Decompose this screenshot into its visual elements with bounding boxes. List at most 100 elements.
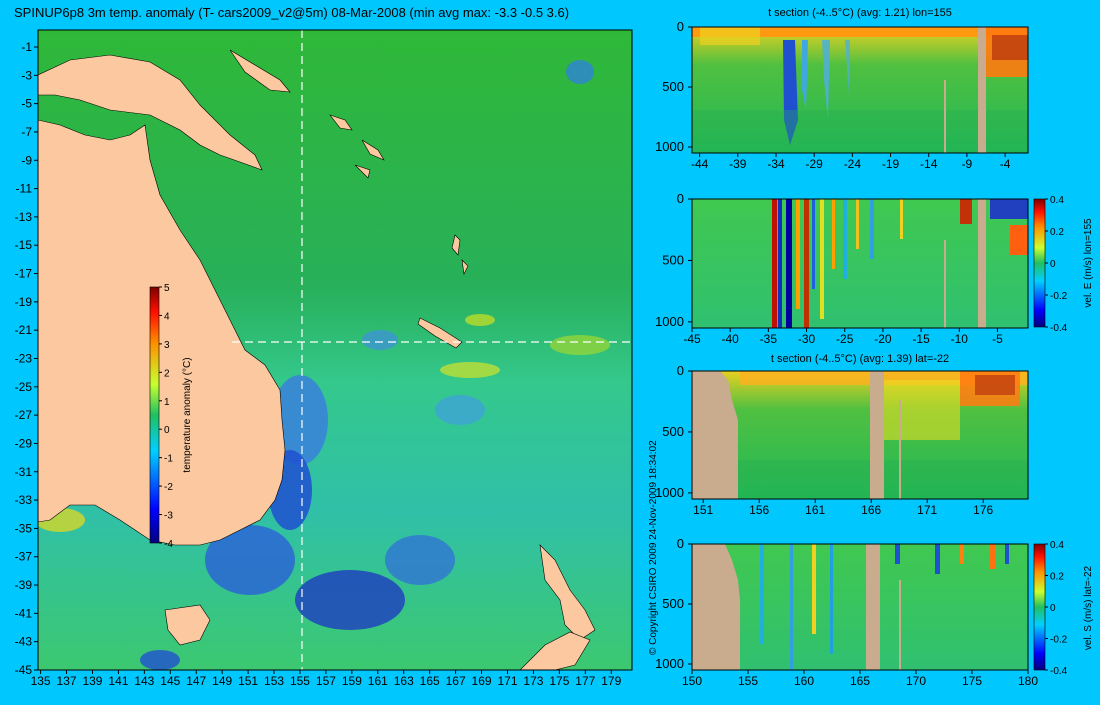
section3-panel (692, 371, 1028, 499)
section3-y-tick-label: 1000 (655, 485, 684, 500)
map-x-tick-label: 143 (134, 674, 154, 688)
map-y-tick-label: -9 (21, 153, 32, 167)
map-y-tick-label: -43 (15, 635, 33, 649)
map-colorbar-tick-label: 0 (164, 425, 170, 436)
map-x-tick-label: 149 (212, 674, 232, 688)
section1-frame (691, 26, 1029, 154)
map-y-tick-label: -33 (15, 493, 33, 507)
tasmania (164, 604, 211, 646)
section2-colorbar-ticks: 0.4 0.2 0 -0.2 -0.4 (1045, 195, 1068, 334)
map-y-tick-label: -1 (21, 40, 32, 54)
section3-y-tick-label: 0 (677, 363, 684, 378)
section2-colorbar-tick-label: 0.2 (1050, 227, 1064, 238)
section3-x-tick-label: 166 (861, 503, 881, 517)
map-y-tick-label: -13 (15, 210, 33, 224)
map-y-tick-label: -29 (15, 436, 33, 450)
section3-title: t section (-4..5°C) (avg: 1.39) lat=-22 (771, 353, 949, 365)
map-colorbar-tick-label: -3 (164, 511, 173, 522)
map-x-tick-label: 179 (601, 674, 621, 688)
section4-colorbar-tick-label: -0.4 (1050, 666, 1068, 677)
new-guinea (38, 54, 263, 171)
section4-y-tick-label: 0 (677, 536, 684, 551)
map-colorbar (149, 286, 160, 544)
map-frame (37, 29, 633, 671)
map-y-tick-label: -3 (21, 68, 32, 82)
section3-x-tick-label: 151 (693, 503, 713, 517)
map-x-tick-label: 163 (394, 674, 414, 688)
map-colorbar-tick-label: -1 (164, 454, 173, 465)
section2-x-tick-label: -15 (912, 332, 930, 346)
map-colorbar-tick-label: 2 (164, 368, 170, 379)
section4-x-tick-label: 170 (906, 674, 926, 688)
section1-x-tick-label: -34 (767, 157, 785, 171)
map-y-tick-label: -39 (15, 578, 33, 592)
map-y-tick-label: -17 (15, 267, 33, 281)
map-y-tick-label: -11 (16, 182, 33, 196)
copyright-stamp: © Copyright CSIRO 2009 24-Nov-2009 18:34… (648, 440, 659, 655)
section1-y-tick-label: 0 (677, 19, 684, 34)
section4-colorbar (1033, 543, 1046, 671)
section4-x-tick-label: 150 (682, 674, 702, 688)
map-y-tick-label: -19 (15, 295, 33, 309)
section2-y-tick-label: 0 (677, 191, 684, 206)
section4-y-tick-label: 1000 (655, 656, 684, 671)
map-x-tick-label: 167 (446, 674, 466, 688)
section2-x-tick-label: -35 (760, 332, 778, 346)
section2-x-tick-label: -10 (951, 332, 969, 346)
map-x-axis: 135 137 139 141 143 145 147 149 151 153 155 157 159 1… (31, 670, 622, 688)
section1-x-tick-label: -24 (844, 157, 862, 171)
section1-panel (692, 27, 1028, 153)
section4-x-tick-label: 160 (794, 674, 814, 688)
map-y-tick-label: -45 (15, 663, 33, 677)
map-x-tick-label: 155 (290, 674, 310, 688)
section1-x-axis: -44 -39 -34 -29 -24 -19 -14 -9 -4 (691, 153, 1011, 171)
map-x-tick-label: 153 (264, 674, 284, 688)
section2-colorbar-tick-label: 0 (1050, 259, 1056, 270)
map-colorbar-tick-label: 3 (164, 340, 170, 351)
section4-x-tick-label: 180 (1018, 674, 1038, 688)
section1-x-tick-label: -44 (691, 157, 709, 171)
map-colorbar-tick-label: 1 (164, 397, 170, 408)
map-colorbar-tick-label: 5 (164, 283, 170, 294)
section4-x-tick-label: 165 (850, 674, 870, 688)
section1-x-tick-label: -9 (962, 157, 973, 171)
map-y-tick-label: -5 (21, 97, 32, 111)
map-x-tick-label: 141 (108, 674, 128, 688)
map-colorbar-ticks: 5 4 3 2 1 0 -1 -2 -3 -4 (159, 283, 173, 550)
map-x-tick-label: 137 (57, 674, 77, 688)
section1-title: t section (-4..5°C) (avg: 1.21) lon=155 (768, 7, 952, 19)
map-y-tick-label: -41 (15, 606, 33, 620)
section4-colorbar-tick-label: 0.2 (1050, 572, 1064, 583)
new-zealand-north (539, 544, 596, 641)
section2-x-tick-label: -20 (874, 332, 892, 346)
section1-x-tick-label: -39 (729, 157, 747, 171)
map-panel (38, 30, 632, 670)
section3-y-axis: 0 500 1000 (655, 363, 692, 500)
map-x-tick-label: 161 (368, 674, 388, 688)
map-y-tick-label: -15 (15, 238, 33, 252)
section2-x-tick-label: -5 (992, 332, 1003, 346)
map-x-tick-label: 157 (316, 674, 336, 688)
section2-colorbar-tick-label: -0.4 (1050, 323, 1068, 334)
map-y-tick-label: -7 (21, 125, 32, 139)
map-x-tick-label: 177 (575, 674, 595, 688)
section2-x-tick-label: -45 (683, 332, 701, 346)
map-colorbar-label: temperature anomaly (°C) (182, 357, 193, 472)
map-x-tick-label: 151 (238, 674, 258, 688)
section2-y-axis: 0 500 1000 (655, 191, 692, 329)
section2-y-tick-label: 500 (662, 252, 684, 267)
section2-y-tick-label: 1000 (655, 314, 684, 329)
section3-x-axis: 151 156 161 166 171 176 (693, 499, 994, 517)
section4-colorbar-tick-label: 0 (1050, 603, 1056, 614)
section2-colorbar (1033, 198, 1046, 328)
section1-y-axis: 0 500 1000 (655, 19, 692, 154)
section3-frame (691, 370, 1029, 500)
section4-colorbar-label: vel. S (m/s) lat=-22 (1083, 565, 1094, 650)
bismarck (229, 49, 291, 93)
map-y-tick-label: -31 (15, 465, 33, 479)
section3-x-tick-label: 161 (805, 503, 825, 517)
map-x-tick-label: 147 (186, 674, 206, 688)
map-x-tick-label: 145 (160, 674, 180, 688)
map-title: SPINUP6p8 3m temp. anomaly (T- cars2009_… (14, 5, 569, 20)
